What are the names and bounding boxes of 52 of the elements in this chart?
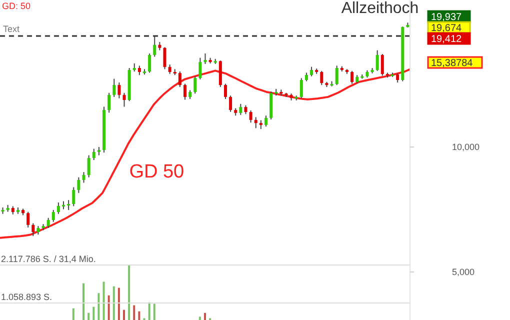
- candlestick: [112, 78, 116, 98]
- candlestick: [77, 176, 80, 194]
- candlestick: [396, 72, 400, 84]
- candlestick: [92, 148, 96, 161]
- text: 19,674: [431, 23, 462, 34]
- candlestick: [204, 52, 207, 64]
- text: 19,937: [431, 12, 462, 23]
- candlestick: [218, 60, 222, 88]
- candlestick: [198, 57, 202, 80]
- ref-line-label: Text: [3, 24, 20, 34]
- candlestick: [118, 82, 121, 99]
- candlestick: [46, 217, 50, 229]
- candlestick: [335, 65, 338, 86]
- candlestick: [52, 210, 55, 222]
- ref-line-label: 1.058.893 S.: [1, 292, 52, 302]
- y-tick-label: 5,000: [452, 267, 475, 278]
- candlestick: [138, 65, 141, 76]
- candlestick: [224, 83, 227, 100]
- candlestick: [108, 92, 111, 114]
- candlestick: [350, 70, 354, 84]
- candlestick: [310, 66, 314, 77]
- candlestick: [380, 54, 384, 76]
- candlestick: [264, 115, 268, 128]
- candlestick: [87, 154, 90, 178]
- annotation: GD: 50: [2, 1, 31, 11]
- candlestick: [26, 211, 30, 228]
- candlestick: [249, 110, 252, 124]
- candlestick: [56, 202, 60, 214]
- candlestick: [163, 46, 166, 70]
- candlestick: [168, 64, 172, 74]
- candlestick: [229, 95, 232, 112]
- ref-line-label: 2.117.786 S. / 31,4 Mio.: [1, 254, 96, 264]
- candlestick: [376, 50, 379, 72]
- candlestick: [239, 103, 242, 116]
- candlestick: [67, 200, 70, 211]
- candlestick: [183, 83, 186, 100]
- candlestick: [194, 76, 197, 94]
- candlestick: [32, 222, 35, 237]
- y-tick-label: 10,000: [452, 142, 480, 152]
- candlestick: [178, 71, 182, 88]
- candlestick: [153, 35, 156, 58]
- series-label: GD 50: [129, 162, 184, 183]
- candlestick: [82, 172, 86, 184]
- candlestick: [320, 70, 324, 86]
- text: 19,412: [431, 34, 462, 45]
- candlestick: [300, 78, 303, 99]
- chart-title: Allzeithoch: [341, 0, 419, 17]
- candlestick: [148, 52, 152, 74]
- candlestick: [72, 186, 76, 207]
- text: 15,38784: [431, 58, 474, 69]
- candlestick: [254, 116, 258, 129]
- candlestick: [122, 92, 126, 108]
